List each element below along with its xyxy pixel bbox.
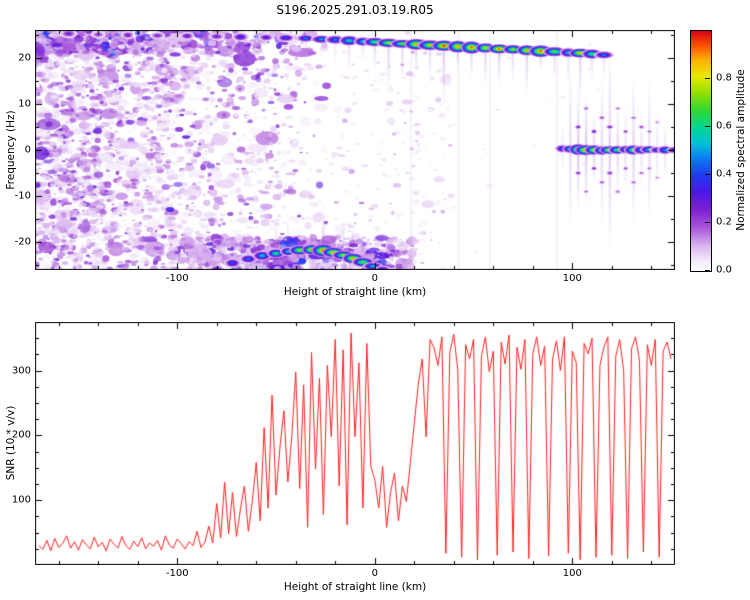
snr-y-axis-label: SNR (10 * v/v) bbox=[5, 405, 17, 481]
colorbar-tick bbox=[705, 221, 710, 223]
colorbar-tick-label: 0.2 bbox=[716, 216, 732, 228]
colorbar-tick-label: 0.4 bbox=[716, 168, 732, 180]
spectrogram-x-tick-label: 0 bbox=[371, 273, 378, 284]
spectrogram-y-tick-label: -10 bbox=[14, 190, 31, 202]
snr-y-tick-label: 300 bbox=[11, 365, 31, 377]
colorbar-tick bbox=[705, 77, 710, 79]
snr-y-tick-label: 100 bbox=[11, 494, 31, 506]
snr-x-tick-label: 100 bbox=[562, 568, 582, 579]
colorbar-tick-label: 0.0 bbox=[716, 264, 732, 276]
spectrogram-x-tick-label: 100 bbox=[562, 273, 582, 284]
snr-x-axis-label: Height of straight line (km) bbox=[283, 581, 427, 593]
spectrogram-x-axis-label: Height of straight line (km) bbox=[283, 286, 427, 298]
spectrogram-y-tick-label: 0 bbox=[24, 144, 31, 156]
snr-x-tick-label: 0 bbox=[371, 568, 378, 579]
spectrogram-y-tick-label: -20 bbox=[14, 236, 31, 248]
colorbar-tick-label: 0.6 bbox=[716, 120, 732, 132]
colorbar-label: Normalized spectral amplitude bbox=[735, 69, 747, 231]
snr-plot-canvas bbox=[35, 322, 675, 565]
figure-title: S196.2025.291.03.19.R05 bbox=[276, 3, 434, 17]
spectrogram-x-tick-label: -100 bbox=[165, 273, 189, 284]
snr-x-tick-label: -100 bbox=[165, 568, 189, 579]
spectrogram-plot-canvas bbox=[35, 30, 675, 270]
spectrogram-y-tick-label: 20 bbox=[18, 52, 31, 64]
colorbar-tick bbox=[705, 173, 710, 175]
spectrogram-y-axis-label: Frequency (Hz) bbox=[5, 110, 17, 190]
spectrogram-y-tick-label: 10 bbox=[18, 98, 31, 110]
snr-y-tick-label: 200 bbox=[11, 429, 31, 441]
colorbar-tick bbox=[705, 269, 710, 271]
colorbar-tick bbox=[705, 125, 710, 127]
colorbar-tick-label: 0.8 bbox=[716, 72, 732, 84]
colorbar bbox=[690, 30, 712, 272]
